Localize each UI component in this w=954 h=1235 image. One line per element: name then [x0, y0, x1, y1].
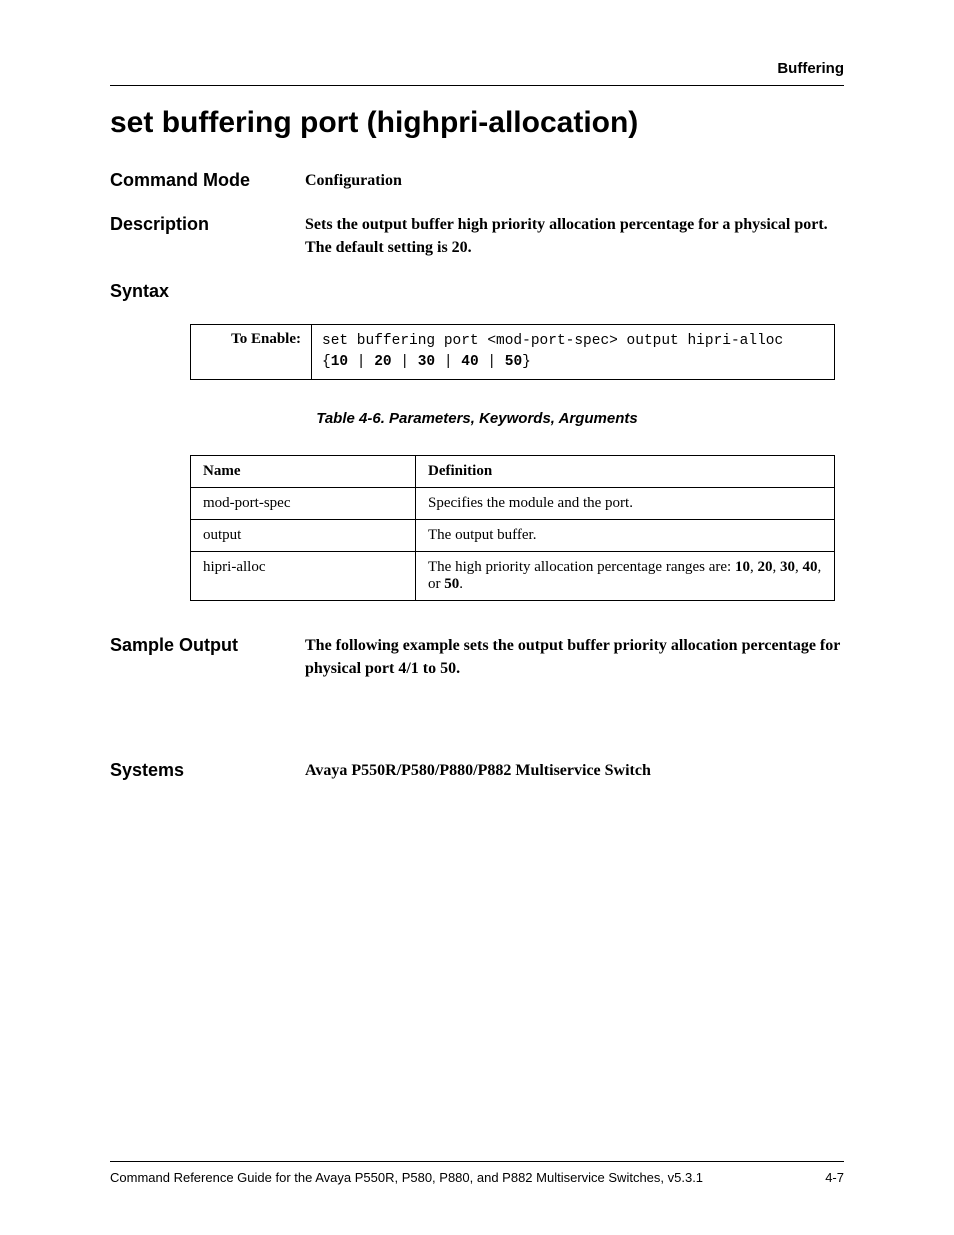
syntax-cmd-opt-2: 30 — [418, 354, 435, 370]
syntax-cmd-plain: set buffering port <mod-port-spec> outpu… — [322, 333, 783, 349]
page-root: Buffering set buffering port (highpri-al… — [0, 0, 954, 1235]
syntax-cmd-opt-4: 50 — [505, 354, 522, 370]
syntax-table: To Enable: set buffering port <mod-port-… — [190, 324, 835, 380]
param-def-2-b1: 20 — [757, 559, 772, 575]
syntax-cmd-sep-2: | — [435, 354, 461, 370]
label-syntax: Syntax — [110, 281, 844, 302]
footer-line: Command Reference Guide for the Avaya P5… — [110, 1170, 844, 1185]
param-def-2-blast: 50 — [444, 576, 459, 592]
syntax-cmd-sep-1: | — [392, 354, 418, 370]
param-def-2-b3: 40 — [802, 559, 817, 575]
row-sample-output: Sample Output The following example sets… — [110, 635, 844, 680]
row-systems: Systems Avaya P550R/P580/P880/P882 Multi… — [110, 760, 844, 782]
syntax-row-label: To Enable: — [191, 325, 312, 380]
params-table: Name Definition mod-port-spec Specifies … — [190, 455, 835, 601]
param-def-2-pre: The high priority allocation percentage … — [428, 559, 735, 575]
value-command-mode: Configuration — [305, 170, 844, 192]
syntax-cmd-opt-0: 10 — [331, 354, 348, 370]
value-description: Sets the output buffer high priority all… — [305, 214, 844, 259]
page-title: set buffering port (highpri-allocation) — [110, 106, 844, 140]
param-name-1: output — [191, 520, 416, 552]
table-caption: Table 4-6. Parameters, Keywords, Argumen… — [110, 410, 844, 427]
syntax-cmd-opt-1: 20 — [374, 354, 391, 370]
footer-rule — [110, 1161, 844, 1162]
value-sample-output: The following example sets the output bu… — [305, 635, 844, 680]
header-rule — [110, 85, 844, 86]
syntax-cmd-close: } — [522, 354, 531, 370]
table-row: mod-port-spec Specifies the module and t… — [191, 488, 835, 520]
label-systems: Systems — [110, 760, 305, 782]
header-section: Buffering — [110, 60, 844, 77]
table-row: hipri-alloc The high priority allocation… — [191, 552, 835, 601]
params-col-name: Name — [191, 456, 416, 488]
syntax-cmd-opt-3: 40 — [461, 354, 478, 370]
params-header-row: Name Definition — [191, 456, 835, 488]
param-def-2-s1: , — [772, 559, 780, 575]
syntax-cmd-open: { — [322, 354, 331, 370]
row-command-mode: Command Mode Configuration — [110, 170, 844, 192]
syntax-row-command: set buffering port <mod-port-spec> outpu… — [312, 325, 835, 380]
syntax-cmd-sep-0: | — [348, 354, 374, 370]
syntax-cmd-sep-3: | — [479, 354, 505, 370]
param-def-2-b0: 10 — [735, 559, 750, 575]
param-def-1: The output buffer. — [416, 520, 835, 552]
param-def-2-post: . — [459, 576, 463, 592]
params-col-def: Definition — [416, 456, 835, 488]
footer-left: Command Reference Guide for the Avaya P5… — [110, 1170, 703, 1185]
param-def-2: The high priority allocation percentage … — [416, 552, 835, 601]
param-name-0: mod-port-spec — [191, 488, 416, 520]
param-def-2-b2: 30 — [780, 559, 795, 575]
label-command-mode: Command Mode — [110, 170, 305, 192]
footer-right: 4-7 — [825, 1170, 844, 1185]
syntax-row: To Enable: set buffering port <mod-port-… — [191, 325, 835, 380]
label-description: Description — [110, 214, 305, 259]
table-row: output The output buffer. — [191, 520, 835, 552]
param-def-0: Specifies the module and the port. — [416, 488, 835, 520]
param-name-2: hipri-alloc — [191, 552, 416, 601]
page-footer: Command Reference Guide for the Avaya P5… — [110, 1161, 844, 1185]
label-sample-output: Sample Output — [110, 635, 305, 680]
value-systems: Avaya P550R/P580/P880/P882 Multiservice … — [305, 760, 844, 782]
row-description: Description Sets the output buffer high … — [110, 214, 844, 259]
